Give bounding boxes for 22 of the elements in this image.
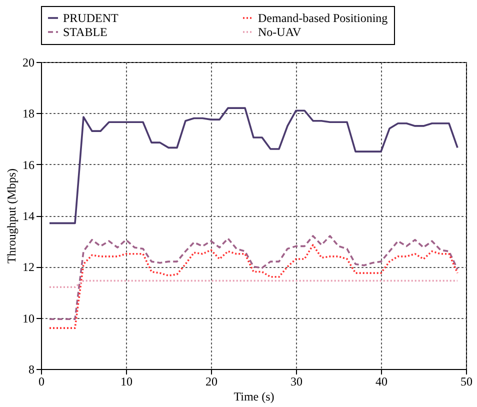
- line-series: [48, 107, 458, 224]
- line-series: [48, 235, 458, 320]
- x-tick-label: 40: [376, 374, 388, 388]
- x-tick-label: 30: [290, 374, 302, 388]
- y-tick-label: 16: [22, 158, 34, 172]
- y-axis-title: Throughput (Mbps): [4, 168, 18, 264]
- x-tick-label: 20: [206, 374, 218, 388]
- y-tick-label: 20: [22, 56, 34, 70]
- x-tick-label: 10: [120, 374, 132, 388]
- y-tick-label: 14: [22, 209, 34, 223]
- legend-label: Demand-based Positioning: [258, 11, 388, 25]
- x-tick-label: 50: [460, 374, 472, 388]
- legend-label: No-UAV: [258, 25, 302, 39]
- y-tick-label: 18: [22, 106, 34, 121]
- legend-label: PRUDENT: [63, 11, 120, 25]
- y-tick-label: 10: [22, 311, 34, 326]
- y-tick-label: 8: [28, 362, 34, 376]
- x-axis-title: Time (s): [234, 390, 274, 404]
- x-tick-label: 0: [38, 374, 44, 388]
- y-tick-label: 12: [22, 260, 34, 274]
- legend-label: STABLE: [63, 25, 108, 39]
- line-series: [48, 244, 458, 329]
